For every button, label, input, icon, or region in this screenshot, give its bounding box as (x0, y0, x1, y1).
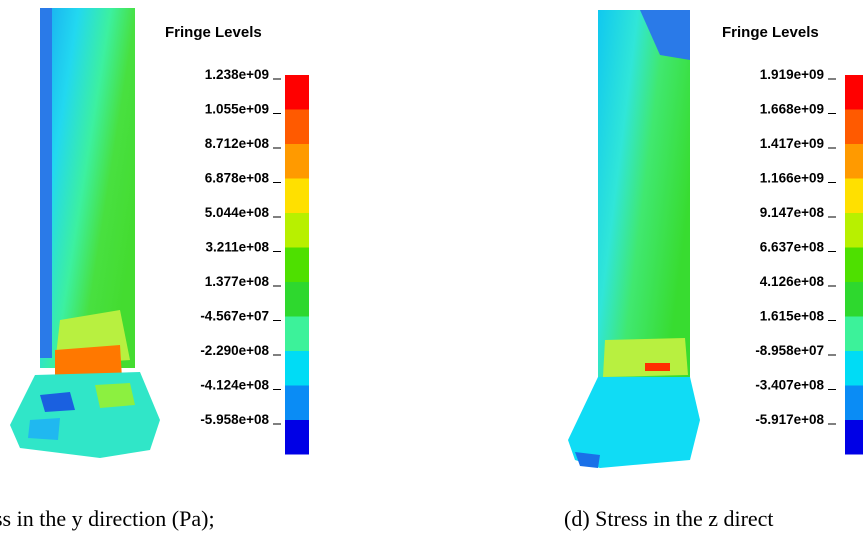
legend-level: -5.917e+08 (755, 412, 824, 427)
legend-band (285, 351, 309, 386)
caption: (d) Stress in the z direct (564, 506, 774, 531)
legend-level: -8.958e+07 (755, 343, 824, 358)
legend-title: Fringe Levels (722, 24, 819, 41)
caption: ss in the y direction (Pa); (0, 506, 215, 531)
fea-model-left (10, 8, 160, 458)
legend-level: 1.055e+09 (205, 102, 269, 117)
legend-level: 1.615e+08 (760, 309, 825, 324)
legend-level: 3.211e+08 (206, 240, 270, 255)
legend-band (285, 385, 309, 420)
legend-band (285, 282, 309, 317)
legend-level: 8.712e+08 (205, 136, 270, 151)
legend-band (845, 178, 863, 213)
legend-band (845, 75, 863, 110)
legend-level: -2.290e+08 (200, 343, 269, 358)
legend-band (845, 213, 863, 248)
legend-level: 9.147e+08 (760, 205, 825, 220)
legend-band (285, 213, 309, 248)
legend-band (845, 144, 863, 179)
legend-level: -3.407e+08 (755, 378, 824, 393)
legend-level: 1.377e+08 (205, 274, 270, 289)
legend-level: -5.958e+08 (200, 412, 269, 427)
fea-model-right (568, 10, 700, 468)
legend-band (845, 282, 863, 317)
legend-level: 5.044e+08 (205, 205, 270, 220)
legend-level: 1.417e+09 (760, 136, 824, 151)
legend-band (285, 316, 309, 351)
legend-band (285, 144, 309, 179)
legend-title: Fringe Levels (165, 24, 262, 41)
legend-band (845, 351, 863, 386)
legend-level: 1.166e+09 (760, 171, 824, 186)
legend-band (285, 178, 309, 213)
legend-level: 1.668e+09 (760, 102, 824, 117)
legend-level: 1.238e+09 (205, 67, 269, 82)
legend-level: -4.567e+07 (200, 309, 269, 324)
legend-band (845, 109, 863, 144)
legend-band (845, 385, 863, 420)
legend-level: 6.637e+08 (760, 240, 825, 255)
legend-band (285, 420, 309, 455)
legend-level: -4.124e+08 (200, 378, 269, 393)
legend-band (845, 247, 863, 282)
legend-band (845, 316, 863, 351)
legend-level: 4.126e+08 (760, 274, 825, 289)
legend-level: 6.878e+08 (205, 171, 270, 186)
legend-band (285, 75, 309, 110)
legend-band (285, 247, 309, 282)
legend-band (285, 109, 309, 144)
legend-band (845, 420, 863, 455)
legend-level: 1.919e+09 (760, 67, 824, 82)
